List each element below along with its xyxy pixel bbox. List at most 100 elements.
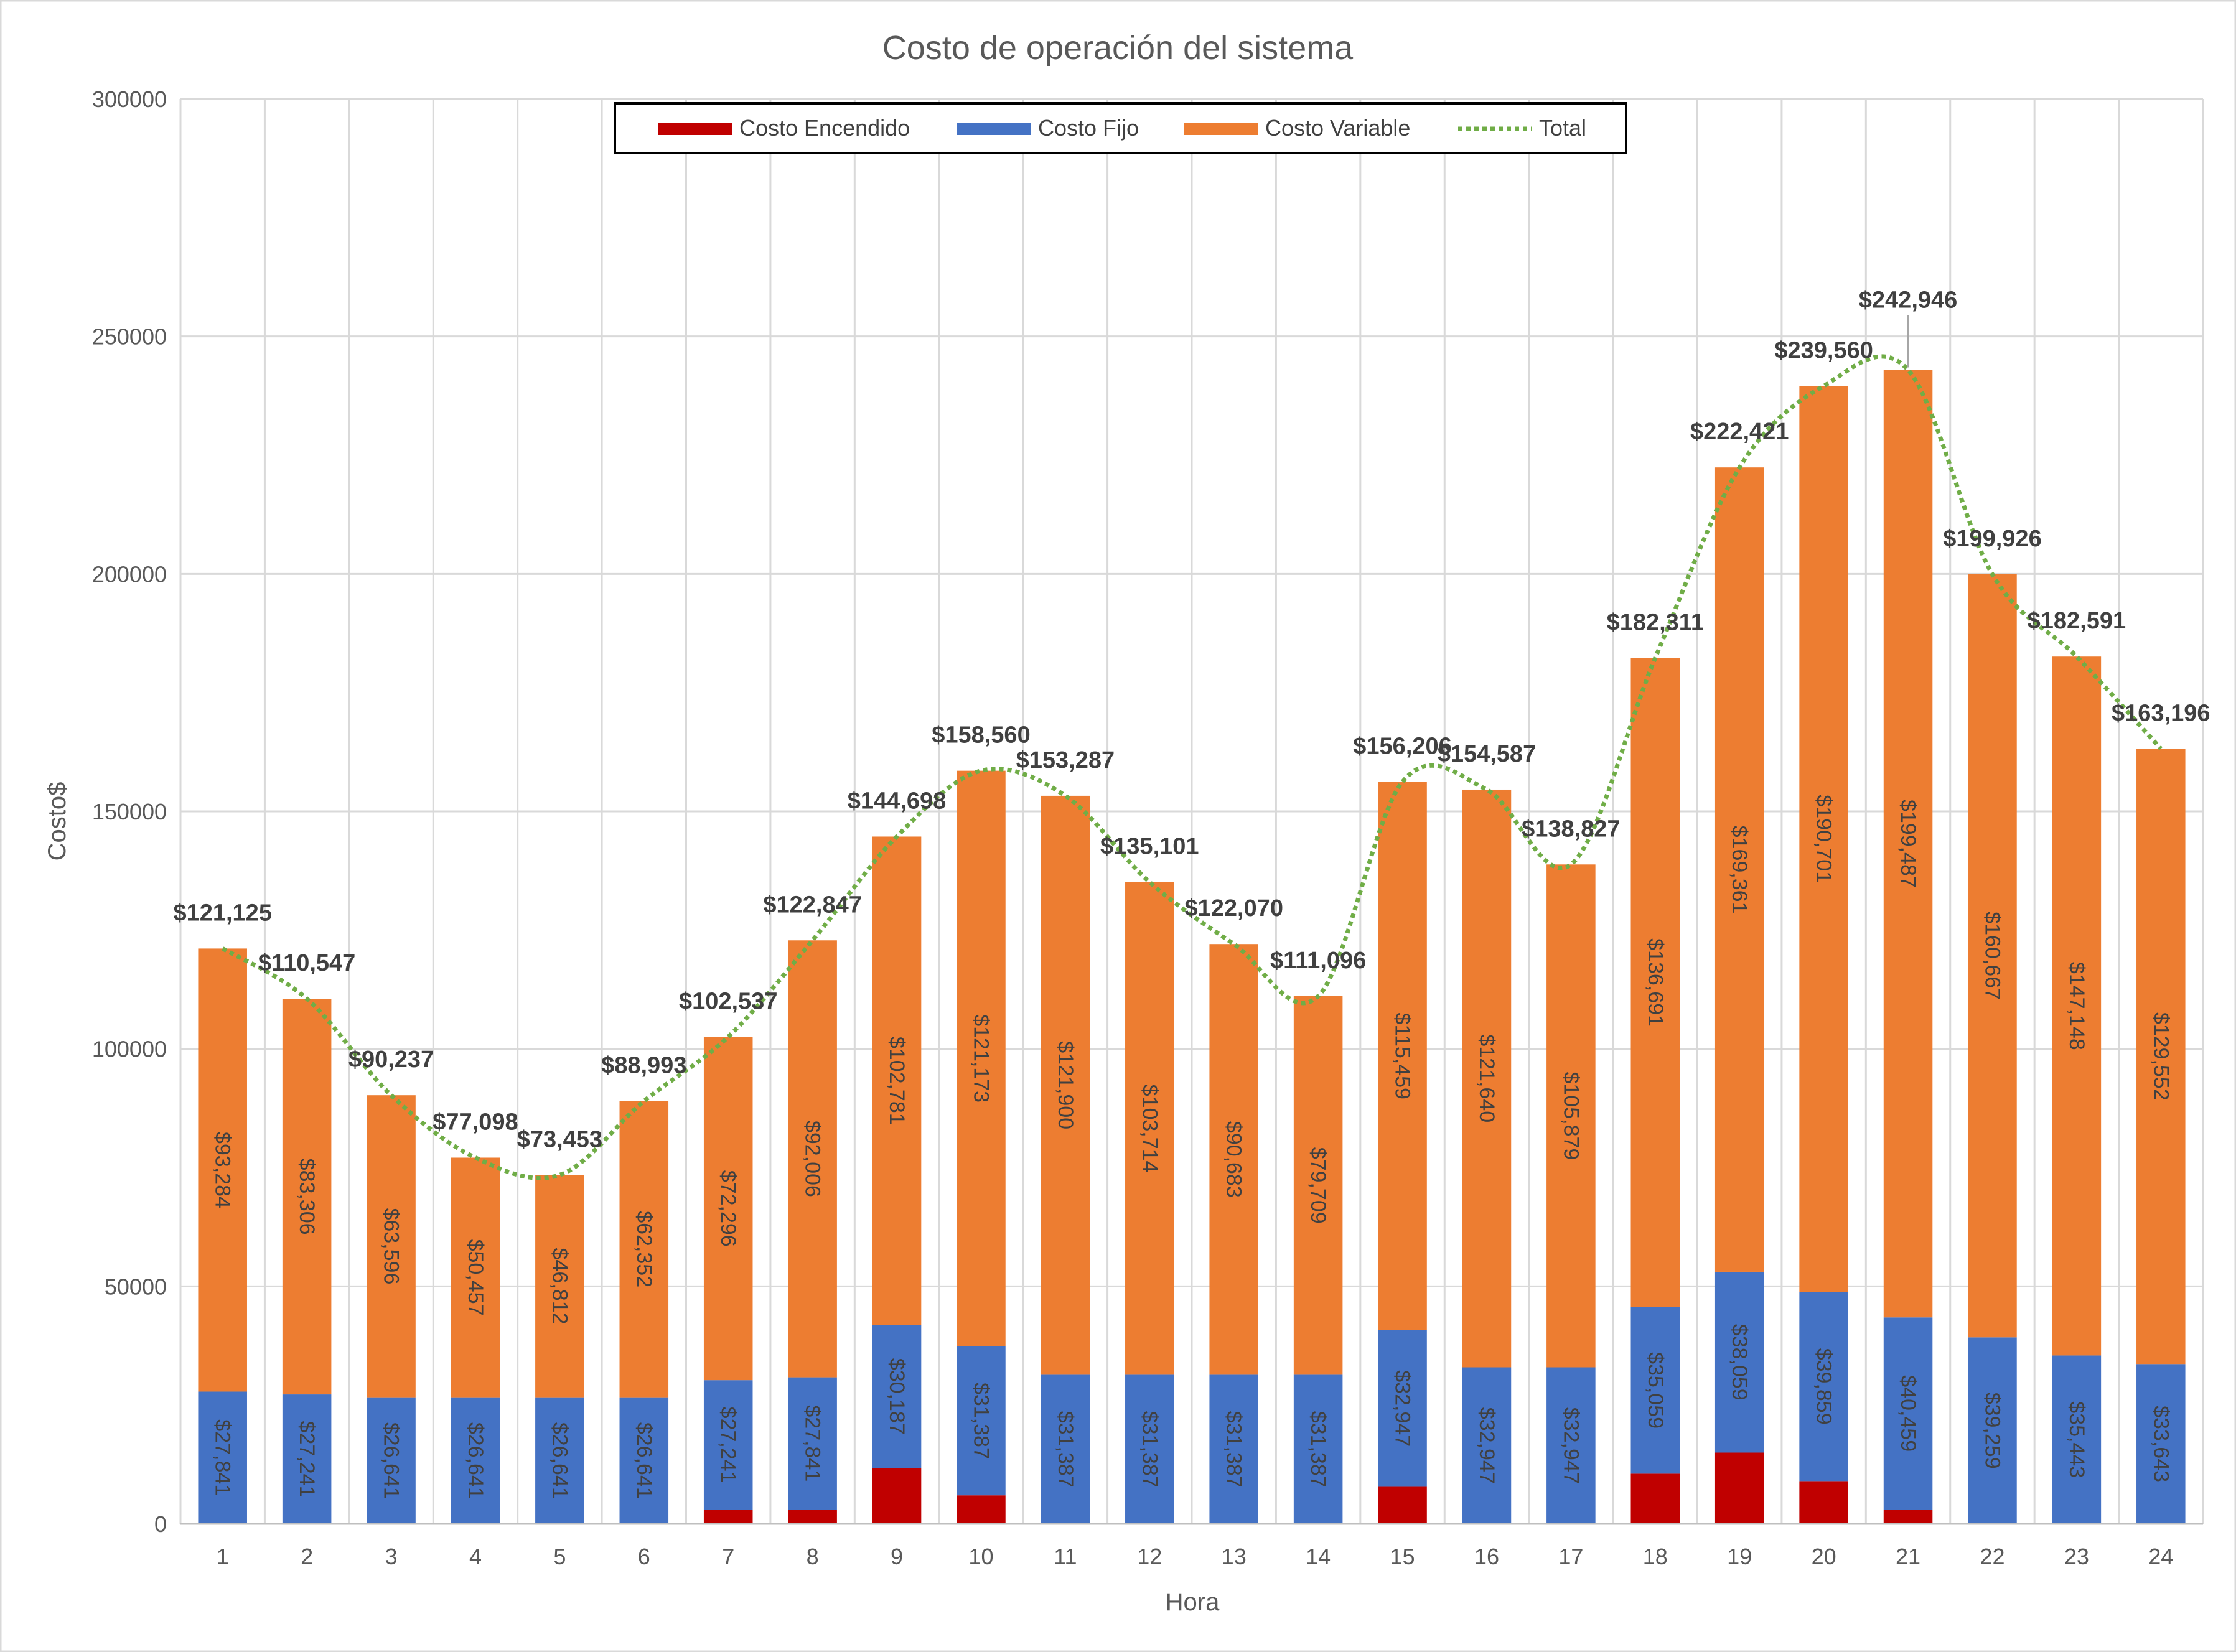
segment-label-variable: $115,459 — [1391, 1013, 1415, 1099]
segment-label-fijo: $33,643 — [2149, 1406, 2173, 1482]
x-tick-label: 7 — [722, 1544, 734, 1569]
x-tick-label: 10 — [968, 1544, 993, 1569]
segment-label-fijo: $32,947 — [1475, 1407, 1499, 1484]
x-tick-label: 6 — [638, 1544, 650, 1569]
total-label: $182,311 — [1607, 609, 1704, 635]
segment-label-fijo: $31,387 — [1054, 1411, 1077, 1488]
bar-variable — [1378, 782, 1427, 1330]
x-axis-label: Hora — [1166, 1589, 1220, 1616]
bar-fijo — [535, 1397, 584, 1524]
bar-encendido — [872, 1468, 922, 1524]
y-tick-label: 250000 — [92, 324, 167, 350]
bar-variable — [872, 836, 922, 1325]
bar-fijo — [451, 1397, 500, 1524]
segment-label-variable: $129,552 — [2149, 1012, 2173, 1101]
bar-encendido — [957, 1495, 1006, 1524]
total-label: $90,237 — [348, 1047, 434, 1073]
bar-fijo — [1378, 1330, 1427, 1487]
bar-fijo — [2136, 1364, 2186, 1524]
segment-label-variable: $72,296 — [716, 1170, 740, 1247]
x-tick-label: 2 — [301, 1544, 313, 1569]
total-label: $88,993 — [601, 1053, 686, 1079]
bar-fijo — [1968, 1337, 2017, 1524]
total-label: $222,421 — [1690, 419, 1789, 445]
y-axis-label: Costo$ — [44, 782, 71, 861]
segment-label-fijo: $32,947 — [1391, 1370, 1415, 1447]
x-tick-label: 20 — [1812, 1544, 1836, 1569]
x-tick-label: 16 — [1474, 1544, 1499, 1569]
segment-label-variable: $92,006 — [801, 1121, 825, 1197]
bar-variable — [1209, 944, 1258, 1375]
segment-label-fijo: $27,841 — [801, 1405, 825, 1482]
total-label: $111,096 — [1270, 948, 1366, 974]
segment-labels: $27,841 $93,284 $27,241 $83,306 $26,641 $63,5… — [211, 795, 2173, 1498]
total-label: $153,287 — [1016, 747, 1115, 773]
bar-encendido — [1630, 1473, 1680, 1524]
bar-variable — [619, 1101, 669, 1398]
segment-label-variable: $169,361 — [1728, 826, 1751, 914]
segment-label-variable: $93,284 — [211, 1132, 235, 1208]
total-label: $199,926 — [1943, 526, 2042, 552]
segment-label-fijo: $27,241 — [716, 1407, 740, 1483]
total-label: $110,547 — [258, 950, 355, 976]
bar-variable — [198, 948, 247, 1392]
total-series-line — [221, 354, 2163, 1180]
x-tick-label: 22 — [1980, 1544, 2004, 1569]
segment-label-variable: $136,691 — [1644, 938, 1667, 1027]
bar-fijo — [1125, 1374, 1174, 1524]
bar-encendido — [703, 1510, 753, 1524]
x-tick-label: 1 — [217, 1544, 229, 1569]
segment-label-fijo: $39,859 — [1812, 1348, 1836, 1425]
bar-fijo — [1546, 1367, 1596, 1524]
total-line — [221, 354, 2163, 1180]
segment-label-fijo: $38,059 — [1728, 1324, 1751, 1401]
segment-label-fijo: $30,187 — [885, 1358, 909, 1435]
total-label: $102,537 — [679, 988, 778, 1014]
total-label: $154,587 — [1438, 741, 1537, 767]
total-label: $121,125 — [173, 900, 272, 926]
bar-variable — [788, 940, 837, 1378]
total-label: $182,591 — [2028, 608, 2126, 634]
total-labels: $121,125 $110,547 $90,237 $77,098$73,453 $88… — [173, 287, 2210, 1153]
y-tick-label: 100000 — [92, 1037, 167, 1062]
bar-encendido — [788, 1510, 837, 1524]
bar-variable — [1883, 370, 1933, 1318]
segment-label-fijo: $26,641 — [632, 1422, 656, 1499]
x-tick-label: 5 — [553, 1544, 566, 1569]
bar-variable — [1125, 882, 1174, 1375]
bar-fijo — [1041, 1374, 1090, 1524]
bar-fijo — [282, 1394, 332, 1524]
bar-fijo — [1462, 1367, 1512, 1524]
legend: Costo Encendido Costo Fijo Costo Variabl… — [614, 102, 1627, 154]
bars — [198, 370, 2186, 1524]
legend-label-encendido: Costo Encendido — [739, 115, 910, 141]
segment-label-variable: $50,457 — [464, 1239, 487, 1316]
y-tick-label: 50000 — [105, 1274, 167, 1299]
total-label: $77,098 — [433, 1109, 518, 1135]
bar-variable — [1968, 574, 2017, 1338]
x-tick-label: 21 — [1896, 1544, 1920, 1569]
bar-variable — [703, 1037, 753, 1381]
segment-label-variable: $46,812 — [548, 1248, 571, 1325]
x-tick-label: 17 — [1558, 1544, 1583, 1569]
bar-variable — [2052, 656, 2102, 1356]
segment-label-variable: $63,596 — [380, 1208, 403, 1284]
bar-variable — [282, 999, 332, 1395]
bar-variable — [535, 1175, 584, 1398]
bar-variable — [1714, 467, 1764, 1272]
legend-label-fijo: Costo Fijo — [1038, 115, 1139, 141]
segment-label-fijo: $26,641 — [548, 1422, 571, 1499]
bar-variable — [1462, 789, 1512, 1368]
segment-label-fijo: $39,259 — [1980, 1393, 2004, 1469]
segment-label-variable: $121,173 — [969, 1014, 993, 1103]
y-tick-label: 300000 — [92, 86, 167, 112]
chart-title: Costo de operación del sistema — [882, 29, 1354, 67]
segment-label-fijo: $27,241 — [295, 1421, 319, 1498]
segment-label-variable: $160,667 — [1980, 912, 2004, 1000]
x-tick-label: 13 — [1222, 1544, 1247, 1569]
segment-label-fijo: $40,459 — [1896, 1375, 1920, 1452]
legend-swatch-encendido — [658, 123, 732, 135]
